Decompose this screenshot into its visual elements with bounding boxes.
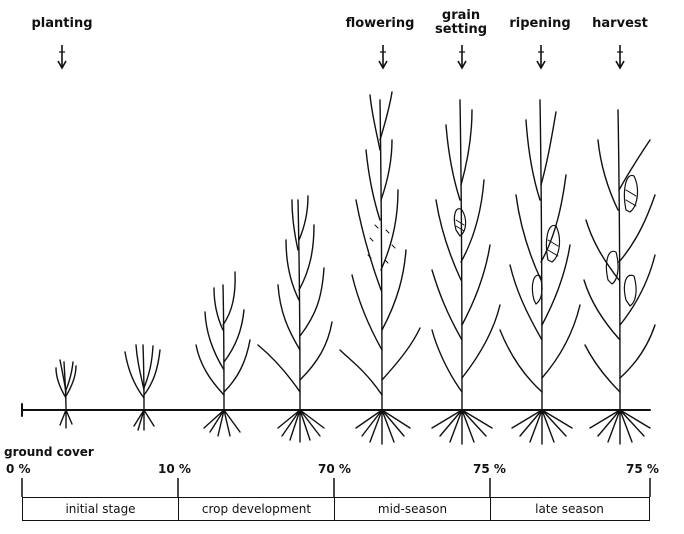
event-label-flowering: flowering xyxy=(345,16,415,31)
event-label-grain-setting: grain setting xyxy=(435,8,487,37)
plant-young-3 xyxy=(195,271,251,437)
plant-ripening-7 xyxy=(499,99,581,445)
plant-harvest-8 xyxy=(583,109,656,445)
event-label-ripening: ripening xyxy=(509,16,571,31)
stage-late-season: late season xyxy=(535,502,604,516)
down-arrow-icon xyxy=(378,45,388,70)
ground-cover-title: ground cover xyxy=(4,445,94,459)
plant-grain-setting-6 xyxy=(431,99,501,445)
down-arrow-icon xyxy=(57,45,67,70)
plant-developing-4 xyxy=(257,195,333,443)
stage-initial: initial stage xyxy=(23,498,179,520)
plant-seedling-1 xyxy=(55,359,77,429)
event-label-harvest: harvest xyxy=(592,16,648,31)
growth-stage-table: initial stage crop development mid-seaso… xyxy=(22,497,650,521)
down-arrow-icon xyxy=(457,45,467,70)
ground-cover-value: 10 % xyxy=(158,462,191,476)
plant-flowering-5 xyxy=(339,91,421,445)
stage-crop-development: crop development xyxy=(179,498,335,520)
down-arrow-icon xyxy=(615,45,625,70)
stage-mid-season: mid-season xyxy=(335,498,491,520)
ground-cover-value: 0 % xyxy=(6,462,31,476)
ground-cover-value: 75 % xyxy=(626,462,659,476)
down-arrow-icon xyxy=(536,45,546,70)
ground-cover-value: 70 % xyxy=(318,462,351,476)
ground-cover-value: 75 % xyxy=(473,462,506,476)
plant-seedling-2 xyxy=(124,344,161,431)
event-label-planting: planting xyxy=(31,16,93,31)
